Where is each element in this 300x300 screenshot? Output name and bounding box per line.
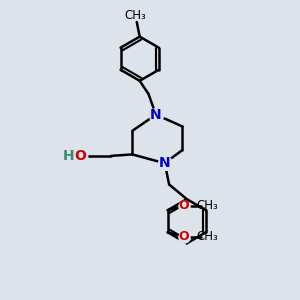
Text: O: O — [178, 199, 189, 212]
Text: O: O — [178, 230, 189, 243]
Text: N: N — [159, 156, 170, 170]
Text: CH₃: CH₃ — [196, 230, 218, 243]
Text: H: H — [62, 149, 74, 163]
Text: CH₃: CH₃ — [196, 199, 218, 212]
Text: O: O — [75, 149, 86, 163]
Text: N: N — [150, 108, 162, 122]
Text: CH₃: CH₃ — [124, 9, 146, 22]
